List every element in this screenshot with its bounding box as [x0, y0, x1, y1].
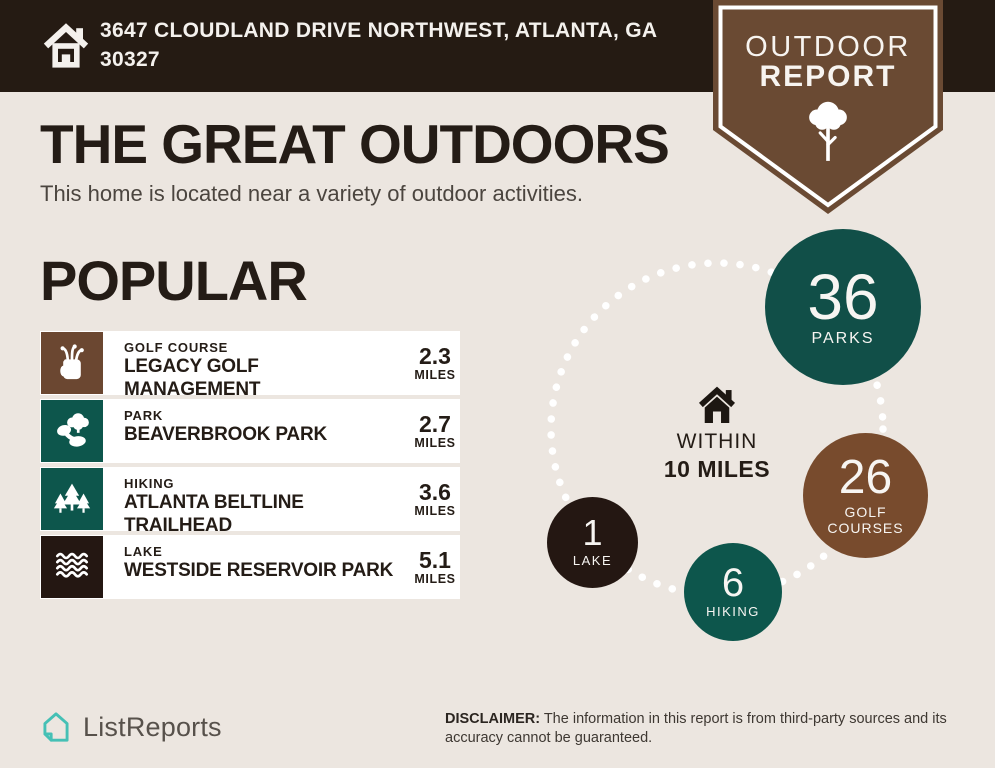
home-icon: [43, 23, 89, 68]
radius-label: WITHIN 10 MILES: [663, 430, 771, 482]
list-item-golf-course: GOLF COURSE LEGACY GOLF MANAGEMENT 2.3 M…: [40, 331, 460, 395]
park-tree-path-icon: [41, 400, 103, 462]
hiking-count: 6: [721, 561, 745, 605]
list-item-park: PARK BEAVERBROOK PARK 2.7 MILES: [40, 399, 460, 463]
tree-icon: [809, 101, 847, 161]
popular-heading: POPULAR: [40, 249, 308, 312]
item-name: ATLANTA BELTLINE TRAILHEAD: [124, 492, 304, 531]
disclaimer-text: The information in this report is from t…: [445, 711, 947, 746]
pine-trees-icon: [41, 468, 103, 530]
bubble-parks: 36 PARKS: [765, 229, 921, 385]
waves-icon: [41, 536, 103, 598]
brand-name: ListReports: [83, 711, 222, 742]
item-name: WESTSIDE RESERVOIR PARK: [124, 560, 394, 581]
item-category: GOLF COURSE: [124, 340, 229, 355]
item-name: LEGACY GOLF MANAGEMENT: [124, 356, 261, 395]
popular-list: GOLF COURSE LEGACY GOLF MANAGEMENT 2.3 M…: [40, 331, 460, 603]
parks-count: 36: [807, 260, 879, 333]
disclaimer-label: DISCLAIMER:: [445, 711, 541, 727]
item-distance: 5.1 MILES: [414, 546, 456, 586]
disclaimer: DISCLAIMER: The information in this repo…: [445, 710, 990, 748]
lake-count: 1: [582, 512, 603, 554]
item-name: BEAVERBROOK PARK: [124, 424, 327, 445]
hiking-label: HIKING: [706, 604, 760, 619]
outdoor-report-badge: OUTDOOR REPORT: [713, 0, 943, 218]
badge-title-line1: OUTDOOR: [745, 31, 911, 63]
item-category: PARK: [124, 408, 164, 423]
item-distance: 2.7 MILES: [414, 410, 456, 450]
lake-label: LAKE: [572, 552, 613, 568]
property-address: 3647 CLOUDLAND DRIVE NORTHWEST, ATLANTA,…: [100, 19, 657, 71]
page-subtitle: This home is located near a variety of o…: [40, 181, 583, 206]
center-home-icon: [698, 386, 736, 424]
badge-title-line2: REPORT: [759, 60, 897, 93]
listreports-logo: ListReports: [38, 708, 222, 746]
list-item-hiking: HIKING ATLANTA BELTLINE TRAILHEAD 3.6 MI…: [40, 467, 460, 531]
bubble-lake: 1 LAKE: [547, 497, 638, 588]
item-distance: 2.3 MILES: [414, 342, 456, 382]
listreports-icon: [43, 712, 69, 742]
golf-courses-count: 26: [838, 451, 893, 505]
parks-label: PARKS: [811, 330, 875, 348]
golf-bag-icon: [41, 332, 103, 394]
bubble-golf-courses: 26 GOLF COURSES: [803, 433, 928, 558]
page-title: THE GREAT OUTDOORS: [40, 113, 670, 175]
golf-courses-label: GOLF COURSES: [827, 503, 904, 536]
item-category: LAKE: [124, 544, 163, 559]
item-category: HIKING: [124, 476, 175, 491]
bubble-hiking: 6 HIKING: [684, 543, 782, 641]
list-item-lake: LAKE WESTSIDE RESERVOIR PARK 5.1 MILES: [40, 535, 460, 599]
item-distance: 3.6 MILES: [414, 478, 456, 518]
